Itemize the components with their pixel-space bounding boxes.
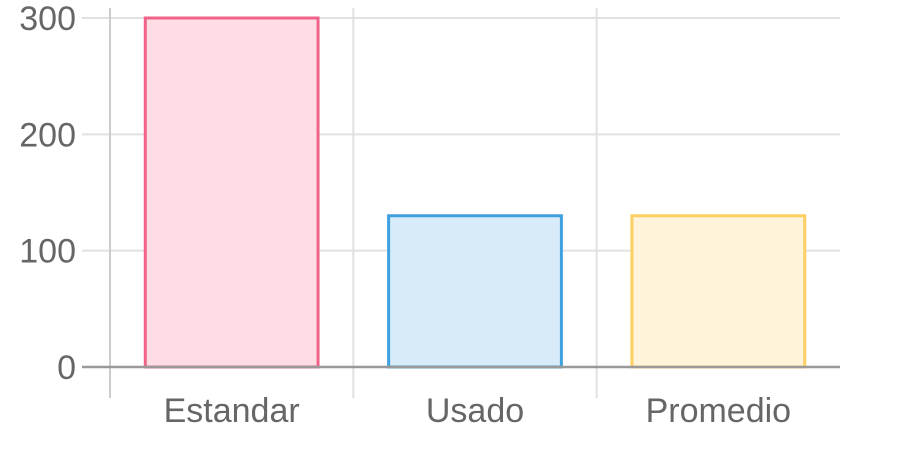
x-tick-label: Promedio	[646, 392, 792, 430]
bar-usado	[387, 214, 563, 369]
bar-promedio	[630, 214, 807, 369]
x-tick-label: Estandar	[164, 392, 300, 430]
x-tick-label: Usado	[426, 392, 524, 430]
y-tick-label: 200	[19, 116, 76, 154]
y-tick-label: 100	[19, 233, 76, 271]
y-tick-label: 300	[19, 0, 76, 38]
bar-estandar	[143, 16, 320, 369]
y-tick-label: 0	[57, 349, 76, 387]
